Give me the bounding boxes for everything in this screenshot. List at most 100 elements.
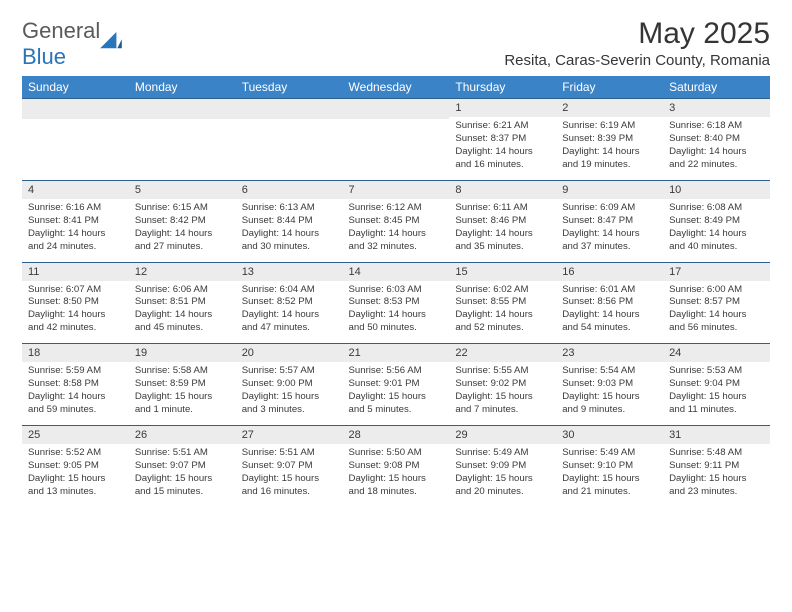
sunset-text: Sunset: 8:57 PM	[669, 296, 764, 309]
day-number: 25	[22, 426, 129, 444]
sunset-text: Sunset: 8:56 PM	[562, 296, 657, 309]
daylight-text: Daylight: 14 hours and 37 minutes.	[562, 228, 657, 254]
day-number: 23	[556, 344, 663, 362]
day-details: Sunrise: 5:49 AMSunset: 9:10 PMDaylight:…	[556, 444, 663, 507]
day-details: Sunrise: 5:57 AMSunset: 9:00 PMDaylight:…	[236, 362, 343, 425]
day-details: Sunrise: 6:07 AMSunset: 8:50 PMDaylight:…	[22, 281, 129, 344]
day-number: 31	[663, 426, 770, 444]
daylight-text: Daylight: 14 hours and 56 minutes.	[669, 309, 764, 335]
day-cell	[236, 99, 343, 181]
daylight-text: Daylight: 15 hours and 18 minutes.	[349, 473, 444, 499]
sunrise-text: Sunrise: 5:53 AM	[669, 365, 764, 378]
day-number: 7	[343, 181, 450, 199]
daylight-text: Daylight: 15 hours and 5 minutes.	[349, 391, 444, 417]
day-cell: 13Sunrise: 6:04 AMSunset: 8:52 PMDayligh…	[236, 262, 343, 344]
sunset-text: Sunset: 9:00 PM	[242, 378, 337, 391]
day-cell: 29Sunrise: 5:49 AMSunset: 9:09 PMDayligh…	[449, 426, 556, 507]
day-cell	[129, 99, 236, 181]
day-details: Sunrise: 6:12 AMSunset: 8:45 PMDaylight:…	[343, 199, 450, 262]
sunrise-text: Sunrise: 5:49 AM	[455, 447, 550, 460]
weekday-header: Thursday	[449, 76, 556, 99]
day-cell: 16Sunrise: 6:01 AMSunset: 8:56 PMDayligh…	[556, 262, 663, 344]
sunrise-text: Sunrise: 6:19 AM	[562, 120, 657, 133]
sunset-text: Sunset: 9:10 PM	[562, 460, 657, 473]
weekday-header: Tuesday	[236, 76, 343, 99]
day-number: 19	[129, 344, 236, 362]
day-cell: 10Sunrise: 6:08 AMSunset: 8:49 PMDayligh…	[663, 180, 770, 262]
sunrise-text: Sunrise: 6:08 AM	[669, 202, 764, 215]
daylight-text: Daylight: 15 hours and 23 minutes.	[669, 473, 764, 499]
day-number: 22	[449, 344, 556, 362]
sunrise-text: Sunrise: 5:51 AM	[242, 447, 337, 460]
day-cell	[22, 99, 129, 181]
daylight-text: Daylight: 14 hours and 16 minutes.	[455, 146, 550, 172]
day-cell: 18Sunrise: 5:59 AMSunset: 8:58 PMDayligh…	[22, 344, 129, 426]
day-number: 8	[449, 181, 556, 199]
daylight-text: Daylight: 14 hours and 19 minutes.	[562, 146, 657, 172]
sunrise-text: Sunrise: 5:59 AM	[28, 365, 123, 378]
week-row: 1Sunrise: 6:21 AMSunset: 8:37 PMDaylight…	[22, 99, 770, 181]
day-cell: 15Sunrise: 6:02 AMSunset: 8:55 PMDayligh…	[449, 262, 556, 344]
daylight-text: Daylight: 15 hours and 13 minutes.	[28, 473, 123, 499]
daylight-text: Daylight: 14 hours and 35 minutes.	[455, 228, 550, 254]
day-details: Sunrise: 5:49 AMSunset: 9:09 PMDaylight:…	[449, 444, 556, 507]
day-cell: 17Sunrise: 6:00 AMSunset: 8:57 PMDayligh…	[663, 262, 770, 344]
weekday-header: Saturday	[663, 76, 770, 99]
sunrise-text: Sunrise: 6:12 AM	[349, 202, 444, 215]
sunset-text: Sunset: 9:01 PM	[349, 378, 444, 391]
sunset-text: Sunset: 9:07 PM	[135, 460, 230, 473]
day-cell: 23Sunrise: 5:54 AMSunset: 9:03 PMDayligh…	[556, 344, 663, 426]
sunset-text: Sunset: 8:59 PM	[135, 378, 230, 391]
day-number: 26	[129, 426, 236, 444]
day-cell: 25Sunrise: 5:52 AMSunset: 9:05 PMDayligh…	[22, 426, 129, 507]
brand-logo: General Blue	[22, 18, 122, 70]
day-number	[22, 99, 129, 119]
day-number: 6	[236, 181, 343, 199]
day-cell: 1Sunrise: 6:21 AMSunset: 8:37 PMDaylight…	[449, 99, 556, 181]
sunset-text: Sunset: 8:49 PM	[669, 215, 764, 228]
brand-text: General Blue	[22, 18, 100, 70]
sunset-text: Sunset: 9:03 PM	[562, 378, 657, 391]
day-cell: 22Sunrise: 5:55 AMSunset: 9:02 PMDayligh…	[449, 344, 556, 426]
day-details: Sunrise: 5:54 AMSunset: 9:03 PMDaylight:…	[556, 362, 663, 425]
sunrise-text: Sunrise: 6:04 AM	[242, 284, 337, 297]
sunrise-text: Sunrise: 6:07 AM	[28, 284, 123, 297]
sunrise-text: Sunrise: 6:11 AM	[455, 202, 550, 215]
day-details: Sunrise: 6:08 AMSunset: 8:49 PMDaylight:…	[663, 199, 770, 262]
sunrise-text: Sunrise: 5:54 AM	[562, 365, 657, 378]
daylight-text: Daylight: 14 hours and 59 minutes.	[28, 391, 123, 417]
sunrise-text: Sunrise: 5:55 AM	[455, 365, 550, 378]
day-number: 12	[129, 263, 236, 281]
day-details: Sunrise: 6:21 AMSunset: 8:37 PMDaylight:…	[449, 117, 556, 180]
day-number: 18	[22, 344, 129, 362]
day-details: Sunrise: 5:56 AMSunset: 9:01 PMDaylight:…	[343, 362, 450, 425]
day-cell: 27Sunrise: 5:51 AMSunset: 9:07 PMDayligh…	[236, 426, 343, 507]
sunset-text: Sunset: 8:45 PM	[349, 215, 444, 228]
day-number	[129, 99, 236, 119]
daylight-text: Daylight: 14 hours and 45 minutes.	[135, 309, 230, 335]
day-number: 27	[236, 426, 343, 444]
day-details: Sunrise: 5:51 AMSunset: 9:07 PMDaylight:…	[236, 444, 343, 507]
daylight-text: Daylight: 14 hours and 24 minutes.	[28, 228, 123, 254]
location-subtitle: Resita, Caras-Severin County, Romania	[504, 52, 770, 69]
sunrise-text: Sunrise: 5:57 AM	[242, 365, 337, 378]
day-number	[236, 99, 343, 119]
sunset-text: Sunset: 8:44 PM	[242, 215, 337, 228]
day-details: Sunrise: 6:09 AMSunset: 8:47 PMDaylight:…	[556, 199, 663, 262]
sunset-text: Sunset: 8:41 PM	[28, 215, 123, 228]
daylight-text: Daylight: 15 hours and 11 minutes.	[669, 391, 764, 417]
day-details: Sunrise: 5:59 AMSunset: 8:58 PMDaylight:…	[22, 362, 129, 425]
daylight-text: Daylight: 15 hours and 9 minutes.	[562, 391, 657, 417]
day-details: Sunrise: 6:02 AMSunset: 8:55 PMDaylight:…	[449, 281, 556, 344]
day-number: 9	[556, 181, 663, 199]
daylight-text: Daylight: 14 hours and 27 minutes.	[135, 228, 230, 254]
day-cell: 3Sunrise: 6:18 AMSunset: 8:40 PMDaylight…	[663, 99, 770, 181]
sunset-text: Sunset: 8:58 PM	[28, 378, 123, 391]
week-row: 18Sunrise: 5:59 AMSunset: 8:58 PMDayligh…	[22, 344, 770, 426]
day-cell: 19Sunrise: 5:58 AMSunset: 8:59 PMDayligh…	[129, 344, 236, 426]
sunset-text: Sunset: 8:51 PM	[135, 296, 230, 309]
day-details: Sunrise: 5:58 AMSunset: 8:59 PMDaylight:…	[129, 362, 236, 425]
day-details: Sunrise: 5:48 AMSunset: 9:11 PMDaylight:…	[663, 444, 770, 507]
day-number	[343, 99, 450, 119]
weekday-header: Friday	[556, 76, 663, 99]
